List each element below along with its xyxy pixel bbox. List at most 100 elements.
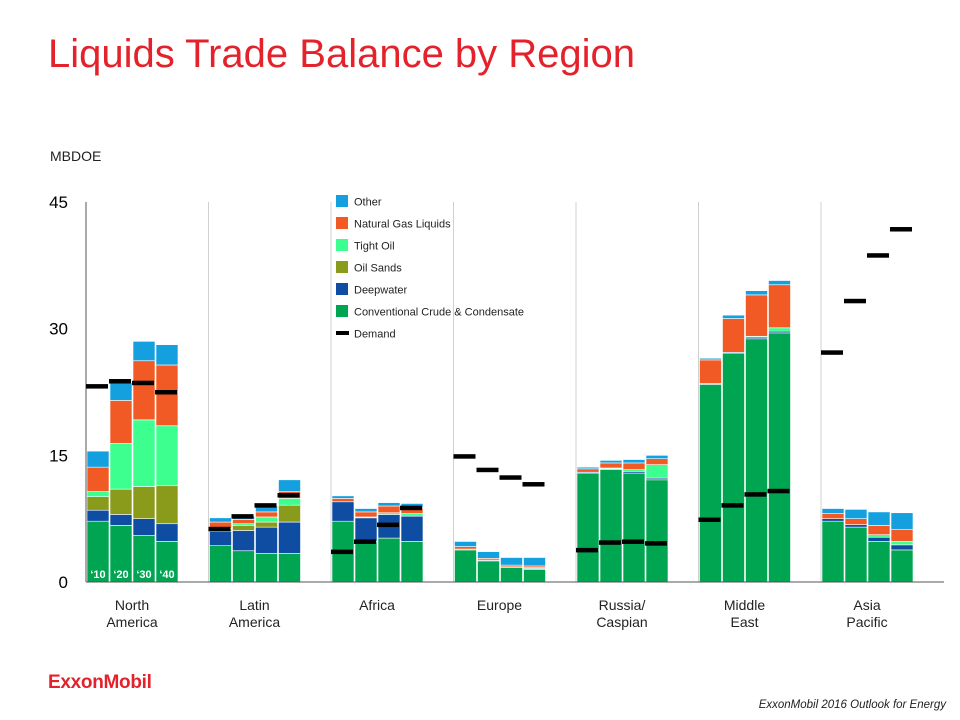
bar-segment (745, 338, 768, 583)
bar-segment (354, 541, 378, 583)
bar-segment (890, 549, 914, 583)
demand-marker (645, 541, 667, 546)
demand-marker (890, 227, 912, 232)
bar-segment (576, 468, 600, 473)
bar-segment (768, 284, 791, 329)
bar-segment (155, 344, 179, 366)
bar-segment (454, 546, 477, 550)
bar-segment (890, 544, 914, 551)
demand-marker (821, 350, 843, 355)
bar-segment (523, 569, 546, 583)
region-label: Middle (724, 597, 765, 613)
bar-segment (86, 491, 110, 498)
region-label: Asia (853, 597, 880, 613)
bar-segment (599, 469, 623, 583)
bar-segment (255, 511, 278, 518)
region-label: Caspian (596, 614, 647, 630)
bar-segment (890, 529, 914, 542)
bar-segment (331, 495, 355, 499)
bar-segment (645, 458, 669, 465)
demand-marker (476, 467, 499, 473)
legend-swatch (336, 261, 348, 273)
bar-segment (867, 534, 891, 538)
region-label: East (730, 614, 758, 630)
bar-segment (255, 552, 278, 583)
bar-segment (255, 516, 278, 523)
bar-segment (745, 294, 768, 337)
legend-swatch (336, 283, 348, 295)
bar-segment (722, 352, 745, 583)
demand-marker (499, 475, 522, 480)
bar-segment (821, 508, 845, 514)
bar-segment (867, 541, 891, 583)
bar-segment (109, 400, 133, 444)
legend-label: Other (354, 197, 382, 209)
bar-segment (86, 450, 110, 468)
bar-segment (821, 520, 845, 583)
bar-segment (768, 280, 791, 286)
bar-segment (155, 485, 179, 525)
bar-segment (377, 505, 401, 514)
bar-segment (477, 551, 500, 559)
y-tick-label: 0 (59, 573, 68, 592)
bar-segment (576, 466, 600, 470)
bar-segment (745, 290, 768, 296)
bar-segment (232, 530, 255, 552)
bar-segment (722, 318, 745, 353)
bar-segment (331, 501, 355, 522)
exxonmobil-logo: ExxonMobil (48, 672, 152, 693)
bar-segment (844, 524, 868, 528)
demand-marker (109, 379, 131, 384)
legend-label: Conventional Crude & Condensate (354, 307, 524, 319)
bar-segment (109, 382, 133, 401)
bar-segment (622, 459, 646, 464)
bar-segment (768, 332, 791, 583)
bar-segment (645, 479, 669, 583)
bar-segment (155, 364, 179, 427)
bar-segment (844, 509, 868, 519)
legend-swatch-demand (336, 331, 349, 335)
year-label: ‘20 (113, 569, 128, 581)
bar-segment (400, 513, 424, 517)
bar-segment (576, 472, 600, 583)
y-tick-label: 15 (49, 446, 68, 465)
demand-marker (576, 547, 598, 553)
demand-marker (599, 540, 621, 545)
legend-swatch (336, 305, 348, 317)
bar-segment (132, 518, 156, 536)
bar-segment (232, 525, 255, 531)
bar-segment (209, 545, 232, 583)
bar-segment (209, 517, 232, 523)
bar-segment (454, 549, 477, 583)
legend-label: Natural Gas Liquids (354, 219, 451, 231)
bar-segment (278, 504, 301, 523)
demand-marker (867, 253, 889, 258)
bar-segment (599, 462, 623, 469)
year-label: ‘30 (136, 569, 151, 581)
legend-swatch (336, 217, 348, 229)
bar-segment (354, 517, 378, 542)
bar-segment (400, 541, 424, 583)
bar-segment (821, 513, 845, 519)
demand-marker (231, 514, 254, 519)
bar-segment (377, 502, 401, 507)
bar-segment (622, 462, 646, 470)
bar-segment (768, 327, 791, 332)
bar-segment (354, 511, 378, 518)
bar-segment (354, 508, 378, 513)
bar-segment (867, 511, 891, 526)
bar-segment (132, 360, 156, 421)
region-label: America (106, 614, 158, 630)
bar-segment (278, 479, 301, 492)
demand-marker (453, 454, 476, 459)
year-label: ‘10 (90, 569, 105, 581)
legend-label: Deepwater (354, 285, 408, 297)
bar-segment (232, 519, 255, 525)
demand-marker (155, 390, 177, 395)
bar-segment (500, 567, 523, 583)
region-label: Russia/ (599, 597, 646, 613)
footer-caption: ExxonMobil 2016 Outlook for Energy (758, 699, 946, 711)
demand-marker (377, 522, 399, 528)
demand-marker (208, 526, 231, 532)
region-label: North (115, 597, 149, 613)
